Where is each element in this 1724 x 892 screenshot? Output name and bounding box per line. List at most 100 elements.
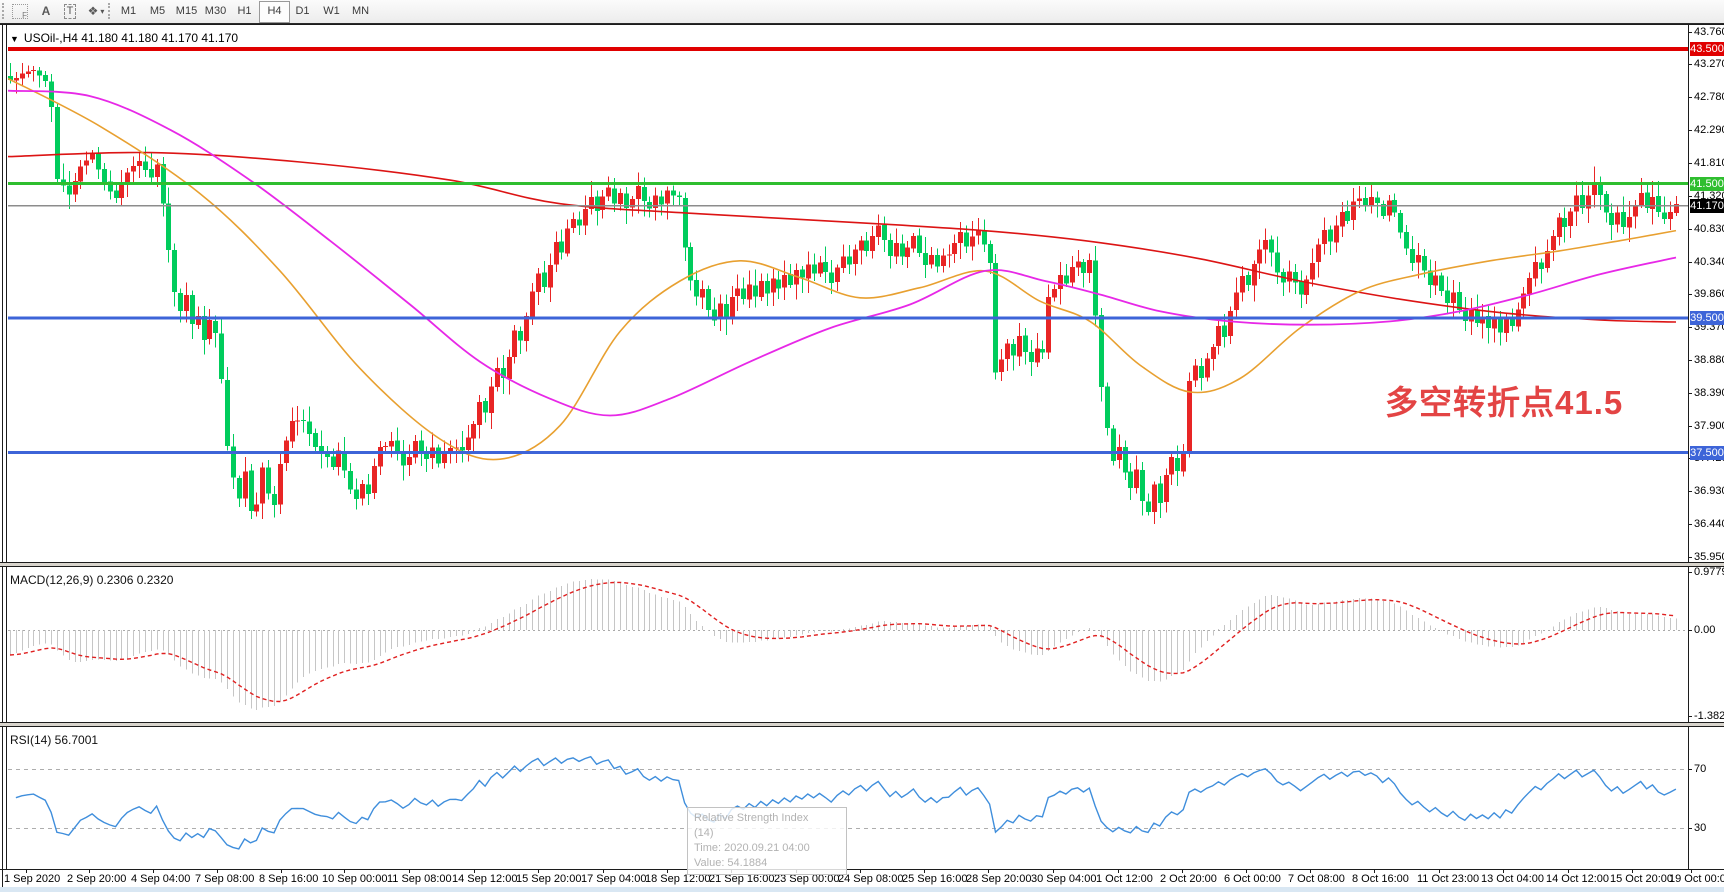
axis-tick <box>1688 64 1692 66</box>
toolbar-grip[interactable] <box>2 3 8 19</box>
axis-tick <box>1688 523 1692 525</box>
time-axis-label: 1 Sep 2020 <box>4 873 61 885</box>
time-axis-tick <box>538 870 539 873</box>
time-axis-label: 25 Sep 16:00 <box>902 873 968 885</box>
axis-tick <box>1688 31 1692 33</box>
price-axis-label: 43.270 <box>1694 58 1724 71</box>
timeframe-button-h4[interactable]: H4 <box>259 1 290 23</box>
time-axis-tick <box>281 870 282 873</box>
price-axis-label: 40.830 <box>1694 222 1724 235</box>
axis-tick <box>1688 359 1692 361</box>
time-axis-label: 4 Sep 04:00 <box>131 873 191 885</box>
rsi-indicator-label: RSI(14) 56.7001 <box>10 733 99 747</box>
timeframe-button-d1[interactable]: D1 <box>295 5 310 17</box>
price-axis-label: 41.320 <box>1694 189 1724 202</box>
price-axis-label: 39.860 <box>1694 287 1724 300</box>
time-axis-label: 11 Sep 08:00 <box>387 873 452 885</box>
time-axis-label: 30 Sep 04:00 <box>1031 873 1097 885</box>
time-axis-label: 23 Sep 00:00 <box>774 873 840 885</box>
macd-indicator-label: MACD(12,26,9) 0.2306 0.2320 <box>10 573 174 587</box>
time-axis-tick <box>667 870 668 873</box>
axis-tick <box>1688 392 1692 394</box>
axis-tick <box>1688 228 1692 230</box>
time-axis-tick <box>409 870 410 873</box>
timeframe-button-m30[interactable]: M30 <box>204 5 227 17</box>
time-axis-tick <box>603 870 604 873</box>
toolbar-grip[interactable] <box>108 3 114 19</box>
time-axis-tick <box>1568 870 1569 873</box>
time-axis-label: 13 Oct 04:00 <box>1481 873 1544 885</box>
chart-top-border <box>0 24 1724 25</box>
time-axis-border <box>0 869 1724 870</box>
moving-average-layer <box>8 77 1677 461</box>
horizontal-level-lines[interactable] <box>8 47 1688 454</box>
toolbar: F A T ❖ ▾ M1 M5 M15 M30 H1 H4 D1 W1 MN <box>0 0 1724 24</box>
price-level-box: 37.500 <box>1690 445 1724 460</box>
axis-tick <box>1688 326 1692 328</box>
time-axis-label: 15 Oct 20:00 <box>1610 873 1673 885</box>
price-axis-label: 41.810 <box>1694 156 1724 169</box>
time-axis-tick <box>1053 870 1054 873</box>
price-axis-label: 40.340 <box>1694 255 1724 268</box>
window-left-border <box>2 24 3 887</box>
text-tool-icon[interactable]: T <box>60 2 80 20</box>
axis-tick <box>1688 425 1692 427</box>
indicator-tooltip: Relative Strength Index (14) Time: 2020.09… <box>687 807 847 875</box>
rsi-axis-label: 70 <box>1694 763 1707 775</box>
time-axis-tick <box>1310 870 1311 873</box>
panel-splitter[interactable] <box>0 723 1724 726</box>
price-level-box: 41.500 <box>1690 176 1724 191</box>
time-axis-label: 28 Sep 20:00 <box>966 873 1032 885</box>
rsi-axis-label: 30 <box>1694 822 1707 834</box>
price-level-box: 41.170 <box>1690 198 1724 213</box>
text-label-icon[interactable]: A <box>41 4 51 18</box>
time-axis-label: 11 Oct 23:00 <box>1417 873 1480 885</box>
axis-tick <box>1688 162 1692 164</box>
timeframe-button-m15[interactable]: M15 <box>175 5 198 17</box>
time-axis-tick <box>217 870 218 873</box>
time-axis-label: 10 Sep 00:00 <box>322 873 388 885</box>
panel-splitter[interactable] <box>0 563 1724 566</box>
price-axis-border <box>1688 24 1689 869</box>
fibonacci-grid-icon[interactable]: F <box>10 2 30 20</box>
time-axis-label: 6 Oct 00:00 <box>1224 873 1281 885</box>
chart-annotation-text: 多空转折点41.5 <box>1385 384 1624 421</box>
price-axis-label: 38.390 <box>1694 386 1724 399</box>
time-axis-tick <box>474 870 475 873</box>
time-axis-label: 18 Sep 12:00 <box>645 873 711 885</box>
macd-axis-label: -1.382 <box>1694 709 1724 722</box>
price-level-box: 39.500 <box>1690 311 1724 325</box>
macd-panel-top-border <box>0 566 1724 567</box>
time-axis-label: 7 Oct 08:00 <box>1288 873 1345 885</box>
macd-histogram <box>10 578 1677 711</box>
axis-tick <box>1688 490 1692 492</box>
time-axis-label: 7 Sep 08:00 <box>195 873 255 885</box>
tooltip-line: Value: 54.1884 <box>694 857 768 869</box>
main-panel-bottom-border <box>0 562 1724 563</box>
time-axis-tick <box>1691 870 1692 873</box>
macd-signal-line <box>9 581 1676 703</box>
tooltip-line: Relative Strength Index <box>694 812 809 824</box>
timeframe-button-w1[interactable]: W1 <box>323 5 340 17</box>
timeframe-button-m5[interactable]: M5 <box>149 5 166 17</box>
candlestick-layer <box>8 62 1679 524</box>
axis-tick <box>1688 556 1692 558</box>
rsi-line <box>15 755 1677 850</box>
quick-trade-caret-icon[interactable]: ▼ <box>10 34 19 44</box>
price-axis-label: 37.900 <box>1694 419 1724 432</box>
timeframe-button-mn[interactable]: MN <box>351 5 370 17</box>
price-axis-label: 36.440 <box>1694 517 1724 530</box>
time-axis-tick <box>26 870 27 873</box>
time-axis-label: 14 Oct 12:00 <box>1546 873 1609 885</box>
time-axis-label: 19 Oct 00:00 <box>1669 873 1724 885</box>
time-axis-tick <box>1118 870 1119 873</box>
timeframe-button-h1[interactable]: H1 <box>237 5 252 17</box>
axis-tick <box>1688 97 1692 99</box>
time-axis-label: 15 Sep 20:00 <box>516 873 582 885</box>
rsi-panel-top-border <box>0 726 1724 727</box>
arrows-tool-icon[interactable]: ❖ ▾ <box>87 4 105 18</box>
timeframe-button-m1[interactable]: M1 <box>120 5 137 17</box>
price-level-box: 43.500 <box>1690 42 1724 56</box>
time-axis-tick <box>1374 870 1375 873</box>
